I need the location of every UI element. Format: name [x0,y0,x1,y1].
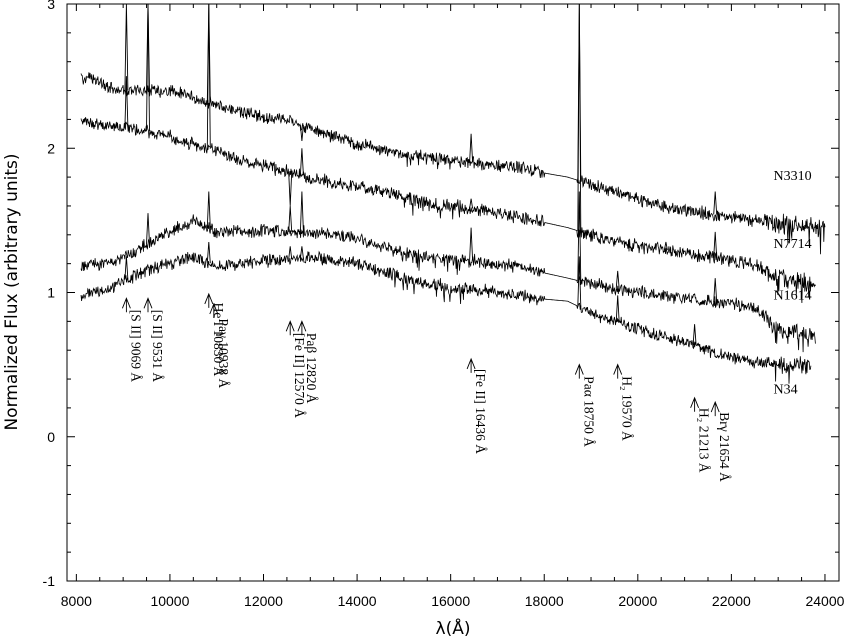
y-tick-label: 1 [47,285,55,301]
line-id: [S II] 9531 Å [143,297,165,383]
series-n1614: N1614 [80,191,816,353]
y-axis-title: Normalized Flux (arbitrary units) [2,153,22,430]
line-id-arrow [466,357,476,373]
line-id: He I 10830 Å [204,292,226,377]
emission-line-peak [577,256,582,307]
line-id-label: H₂ 19570 Å [620,376,635,441]
emission-line-peak [469,198,474,209]
line-id: H₂ 21213 Å [690,396,712,473]
emission-line-peak [663,241,668,251]
x-axis-title: λ(Å) [436,617,471,639]
line-id: Paβ 12820 Å [297,320,319,404]
series-label: N34 [773,382,797,397]
emission-line-peak [124,256,129,280]
emission-line-peak [615,295,620,323]
series-n34: N34 [80,241,812,397]
emission-line-peak [288,246,293,260]
line-id-arrow [143,297,153,313]
emission-line-peak [713,278,718,303]
emission-line-peak [577,3,582,232]
line-id-arrow [285,320,295,336]
spectrum-line [80,214,816,353]
emission-line-peak [288,205,293,232]
line-id-label: He I 10830 Å [211,303,226,377]
line-id-arrow [121,297,131,313]
emission-line-peak [146,213,150,245]
x-tick-label: 8000 [61,593,92,609]
emission-line-peak [299,246,304,259]
x-tick-label: 20000 [618,593,657,609]
x-tick-label: 16000 [431,593,470,609]
spectrum-line [80,250,812,384]
series-label: N1614 [773,289,811,304]
line-id-label: H₂ 21213 Å [697,408,712,473]
line-id-arrow [690,396,700,412]
y-tick-label: 3 [47,0,55,12]
emission-line-peak [124,76,129,128]
emission-line-peak [124,3,129,91]
line-id: H₂ 19570 Å [613,363,635,441]
emission-line-peak [206,3,211,149]
line-id-label: Paγ 10938 Å [216,319,231,389]
emission-line-peak [713,191,718,215]
y-axis-ticks: -1 0 1 2 3 [43,0,839,589]
line-id: Brγ 21654 Å [710,400,732,482]
line-id-arrow [204,292,214,308]
line-id: Paγ 10938 Å [209,302,231,389]
emission-line-peak [146,3,150,132]
emission-line-peak [288,172,293,206]
line-id-label: Brγ 21654 Å [717,412,732,482]
emission-line-peak [577,191,582,282]
series-label: N7714 [773,237,811,252]
emission-line-peak [299,148,304,176]
emission-line-peak [469,133,474,163]
x-tick-label: 22000 [712,593,751,609]
series-label: N3310 [773,169,811,184]
emission-line-peak [206,191,211,229]
line-id-label: [Fe II] 12570 Å [292,333,307,418]
line-id-arrow [574,363,584,379]
series-layer: N3310 N7714 N1614 N34 [80,3,826,397]
x-axis-ticks: 8000 10000 12000 14000 16000 18000 20000 22000 2… [61,4,845,609]
line-id-arrow [710,400,720,417]
plot-frame [66,3,840,582]
emission-line-peak [692,324,697,346]
line-id: Paα 18750 Å [574,363,596,447]
line-id-label: Paα 18750 Å [581,376,596,447]
line-id-label: Paβ 12820 Å [304,333,319,404]
line-id: [S II] 9069 Å [121,297,143,383]
line-id-arrow [209,302,219,318]
line-id-arrow [297,320,307,336]
y-tick-label: 2 [47,140,55,156]
emission-line-peak [299,191,304,232]
spectrum-line [80,72,826,255]
spectrum-line [80,117,816,304]
line-id: [Fe II] 16436 Å [466,357,488,454]
y-tick-label: 0 [47,429,55,445]
emission-line-peak [615,270,620,289]
line-id-arrow [613,363,623,379]
line-id-label: [S II] 9531 Å [150,310,165,383]
y-tick-label: -1 [43,573,56,589]
line-identifications: [S II] 9069 Å [S II] 9531 Å He I 10830 ÅPa… [121,292,732,482]
x-tick-label: 12000 [244,593,283,609]
x-tick-label: 14000 [338,593,377,609]
x-tick-label: 18000 [525,593,564,609]
x-tick-label: 24000 [805,593,844,609]
line-id: [Fe II] 12570 Å [285,320,307,418]
emission-line-peak [469,227,474,261]
x-tick-label: 10000 [150,593,189,609]
line-id-label: [S II] 9069 Å [128,310,143,383]
emission-line-peak [206,241,211,264]
line-id-label: [Fe II] 16436 Å [473,369,488,454]
series-n7714: N7714 [80,3,816,304]
emission-line-peak [713,231,718,258]
emission-line-peak [299,124,304,142]
